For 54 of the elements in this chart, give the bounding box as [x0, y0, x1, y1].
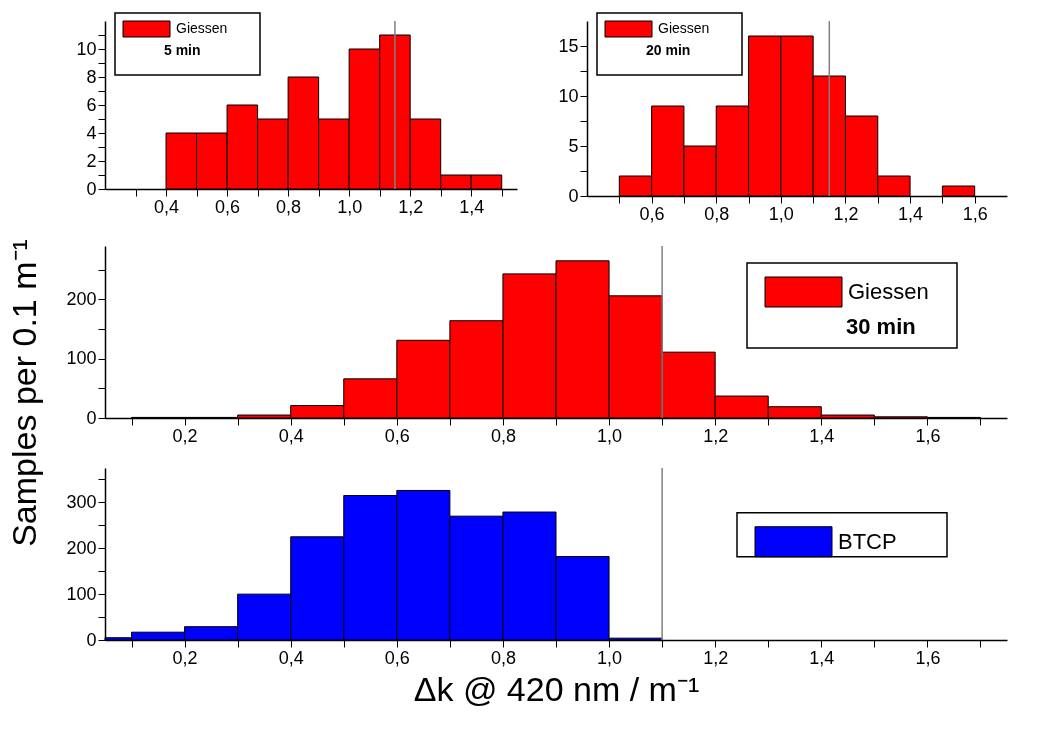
- legend-label: Giessen: [848, 279, 929, 304]
- y-tick-label: 100: [66, 583, 97, 604]
- x-tick-label: 1,0: [597, 647, 623, 668]
- y-tick-label: 6: [86, 94, 97, 115]
- x-tick-label: 1,6: [915, 425, 941, 446]
- x-tick-label: 0,4: [278, 647, 304, 668]
- x-tick-label: 1,4: [809, 647, 835, 668]
- x-tick-label: 1,0: [768, 203, 794, 224]
- x-tick-label: 0,8: [704, 203, 730, 224]
- y-tick-label: 100: [66, 348, 97, 369]
- x-axis-title: Δk @ 420 nm / m⁻¹: [413, 669, 700, 708]
- x-tick-label: 0,4: [154, 196, 180, 217]
- y-tick-label: 0: [86, 407, 97, 428]
- x-tick-label: 1,0: [337, 196, 363, 217]
- annotation: 20 min: [646, 42, 691, 58]
- x-tick-label: 1,6: [962, 203, 988, 224]
- y-tick-label: 4: [86, 122, 97, 143]
- x-tick-label: 0,8: [276, 196, 302, 217]
- legend-label: Giessen: [658, 20, 710, 36]
- y-tick-label: 5: [568, 135, 579, 156]
- x-tick-label: 1,4: [898, 203, 924, 224]
- x-tick-label: 1,2: [703, 425, 729, 446]
- y-tick-label: 8: [86, 66, 97, 87]
- legend-label: Giessen: [176, 20, 228, 36]
- x-tick-label: 0,6: [639, 203, 665, 224]
- y-tick-label: 0: [568, 185, 579, 206]
- x-tick-label: 0,2: [172, 647, 198, 668]
- x-tick-label: 1,2: [703, 647, 729, 668]
- x-tick-label: 0,6: [384, 425, 410, 446]
- annotation: 5 min: [164, 42, 201, 58]
- x-tick-label: 0,4: [278, 425, 304, 446]
- x-tick-label: 1,6: [915, 647, 941, 668]
- x-tick-label: 0,6: [384, 647, 410, 668]
- x-tick-label: 0,6: [215, 196, 241, 217]
- x-tick-label: 0,8: [490, 647, 516, 668]
- annotation: 30 min: [846, 314, 916, 339]
- x-tick-label: 1,0: [597, 425, 623, 446]
- x-tick-label: 1,4: [809, 425, 835, 446]
- y-tick-label: 2: [86, 150, 97, 171]
- x-tick-label: 0,2: [172, 425, 198, 446]
- y-tick-label: 300: [66, 491, 97, 512]
- y-tick-label: 200: [66, 537, 97, 558]
- y-tick-label: 10: [558, 85, 579, 106]
- x-tick-label: 0,8: [490, 425, 516, 446]
- y-axis-title: Samples per 0.1 m⁻¹: [5, 239, 43, 547]
- y-tick-label: 0: [86, 629, 97, 650]
- x-tick-label: 1,4: [459, 196, 485, 217]
- y-tick-label: 200: [66, 288, 97, 309]
- legend-label: BTCP: [838, 528, 897, 554]
- y-tick-label: 15: [558, 35, 579, 56]
- y-tick-label: 0: [86, 178, 97, 199]
- x-tick-label: 1,2: [398, 196, 424, 217]
- y-tick-label: 10: [76, 38, 97, 59]
- x-tick-label: 1,2: [833, 203, 859, 224]
